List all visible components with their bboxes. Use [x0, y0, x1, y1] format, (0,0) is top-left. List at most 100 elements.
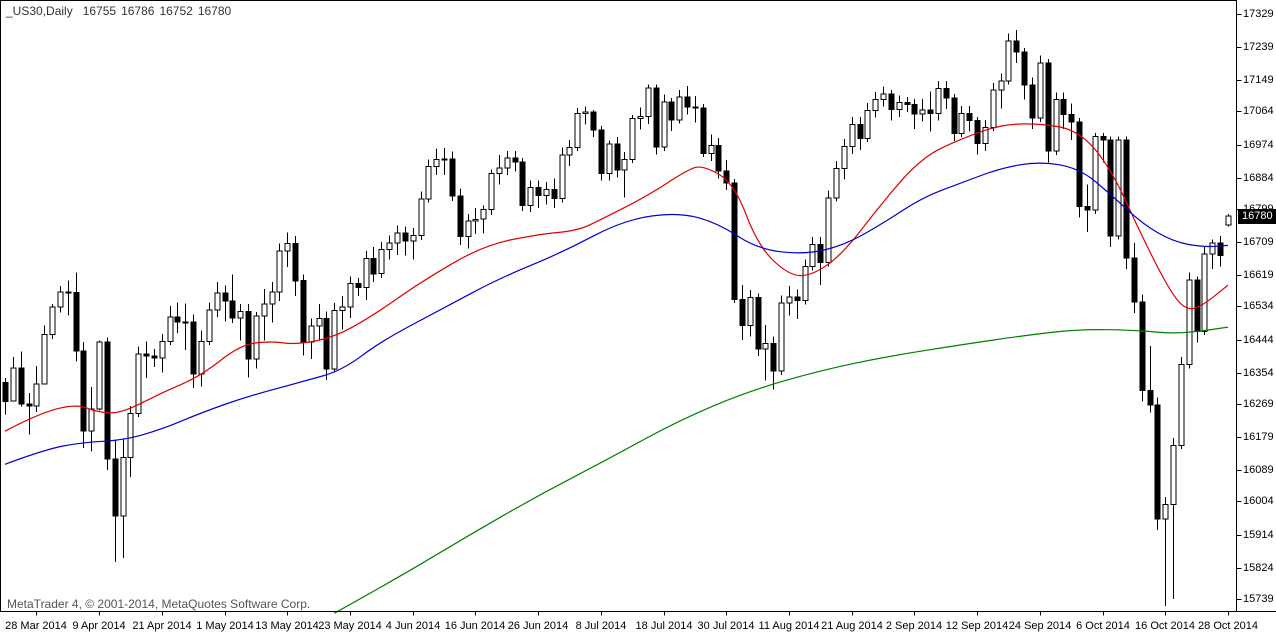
candle-body-down	[911, 104, 918, 115]
price-axis-label: 17329	[1243, 8, 1274, 20]
price-axis-label: 16884	[1243, 172, 1274, 184]
candle-body-up	[708, 144, 715, 154]
candle-body-down	[700, 107, 707, 154]
candle-body-up	[480, 208, 487, 220]
candle-body-up	[88, 408, 95, 432]
time-axis-label: 28 Mar 2014	[5, 620, 67, 632]
candle-body-down	[857, 123, 864, 139]
ma-fast-red-line	[4, 123, 1229, 432]
candle-body-down	[1217, 242, 1224, 257]
candle-body-up	[308, 325, 315, 343]
candle-body-up	[935, 87, 942, 114]
candle-body-up	[269, 291, 276, 305]
candle-body-down	[739, 299, 746, 326]
candle-body-down	[65, 291, 72, 294]
current-price-value: 16780	[1242, 210, 1273, 222]
candle-body-up	[566, 147, 573, 156]
price-axis[interactable]: 1732917239171491706416974168841679916709…	[1236, 0, 1276, 612]
candle-body-up	[316, 318, 323, 327]
ohlc-open-value: 16755	[82, 4, 117, 18]
candle-body-up	[253, 315, 260, 360]
candle-body-up	[237, 310, 244, 319]
candle-body-up	[410, 235, 417, 242]
candle-body-up	[786, 296, 793, 304]
ohlc-close-value: 16780	[197, 4, 232, 18]
candle-body-up	[825, 197, 832, 264]
ohlc-high-value: 16786	[121, 4, 155, 18]
candle-body-down	[300, 280, 307, 343]
candle-body-down	[323, 318, 330, 370]
price-axis-label: 17149	[1243, 74, 1274, 86]
candle-body-up	[645, 87, 652, 118]
candle-body-down	[794, 296, 801, 302]
candle-body-down	[1068, 113, 1075, 123]
candle-body-down	[551, 189, 558, 200]
candle-body-up	[120, 457, 127, 517]
candle-body-up	[418, 198, 425, 236]
candle-body-up	[629, 118, 636, 160]
candle-body-down	[817, 243, 824, 264]
candle-body-down	[1060, 99, 1067, 115]
candle-body-up	[802, 266, 809, 302]
candle-body-down	[402, 232, 409, 242]
candle-body-up	[661, 101, 668, 148]
candle-body-up	[198, 340, 205, 375]
price-axis-label: 16004	[1243, 495, 1274, 507]
candle-body-up	[1201, 253, 1208, 332]
copyright-watermark: MetaTrader 4, © 2001-2014, MetaQuotes So…	[7, 597, 311, 611]
candle-body-down	[715, 144, 722, 172]
candle-body-up	[990, 89, 997, 128]
candle-body-up	[1092, 136, 1099, 211]
time-axis-label: 11 Aug 2014	[758, 620, 820, 632]
time-axis-label: 2 Sep 2014	[885, 620, 943, 632]
candle-body-down	[229, 300, 236, 319]
candle-body-up	[1005, 40, 1012, 82]
candle-body-down	[1076, 121, 1083, 207]
candle-body-up	[57, 291, 64, 308]
candle-body-down	[370, 257, 377, 275]
candle-body-up	[872, 98, 879, 111]
candle-body-up	[621, 158, 628, 171]
candle-body-down	[151, 355, 158, 359]
price-axis-label: 16269	[1243, 398, 1274, 410]
candle-body-down	[2, 381, 9, 402]
candle-body-down	[590, 111, 597, 131]
candle-body-down	[292, 243, 299, 282]
candle-body-up	[527, 187, 534, 207]
candle-body-up	[167, 316, 174, 342]
candle-body-down	[1100, 136, 1107, 141]
candle-body-down	[684, 96, 691, 108]
time-axis[interactable]: 28 Mar 2014 9 Apr 2014 21 Apr 2014 1 May 20…	[0, 612, 1276, 641]
candle-body-down	[668, 101, 675, 121]
candle-body-down	[457, 195, 464, 238]
candle-body-down	[1147, 389, 1154, 406]
candle-body-down	[245, 310, 252, 360]
candle-body-up	[1225, 215, 1232, 226]
time-axis-label: 23 May 2014	[318, 620, 382, 632]
time-axis-label: 12 Sep 2014	[945, 620, 1009, 632]
candle-body-down	[598, 129, 605, 174]
candle-body-down	[1107, 139, 1114, 237]
price-axis-label: 16089	[1243, 464, 1274, 476]
time-axis-label: 21 Aug 2014	[821, 620, 883, 632]
candle-body-up	[1162, 503, 1169, 520]
candle-body-up	[49, 306, 56, 335]
candle-body-up	[896, 102, 903, 111]
chart-title: _US30,Daily 16755 16786 16752 16780	[6, 4, 236, 18]
time-axis-label: 26 Jun 2014	[507, 620, 569, 632]
time-axis-label: 4 Jun 2014	[385, 620, 441, 632]
candle-body-down	[190, 321, 197, 375]
candle-body-up	[998, 80, 1005, 91]
candle-body-up	[574, 113, 581, 148]
ma-slow-green-line	[334, 326, 1229, 614]
candle-body-down	[519, 161, 526, 207]
candle-body-down	[927, 109, 934, 114]
price-axis-label: 16709	[1243, 236, 1274, 248]
time-axis-label: 1 May 2014	[196, 620, 254, 632]
candle-body-down	[653, 87, 660, 148]
candle-body-down	[904, 102, 911, 105]
candle-body-up	[747, 296, 754, 326]
candle-body-down	[1139, 301, 1146, 391]
